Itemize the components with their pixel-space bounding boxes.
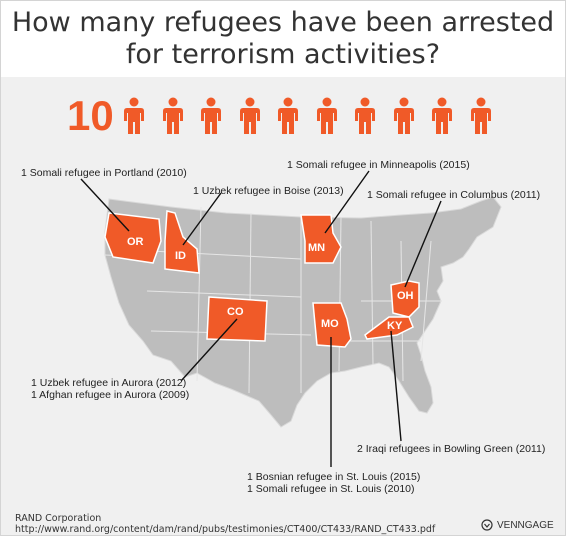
brand-name: VENNGAGE <box>497 519 554 531</box>
state-label-mo: MO <box>321 318 339 330</box>
person-icon <box>162 97 183 134</box>
person-icon <box>201 97 221 134</box>
annotation-st-louis-somali: 1 Somali refugee in St. Louis (2010) <box>247 483 415 495</box>
person-icon <box>470 97 491 134</box>
leader-line-portland <box>80 178 130 232</box>
title-banner: How many refugees have been arrested for… <box>1 1 565 77</box>
title-line-1: How many refugees have been arrested <box>11 7 555 38</box>
annotation-aurora-uzbek: 1 Uzbek refugee in Aurora (2012) <box>31 377 187 389</box>
source-name: RAND Corporation <box>15 513 102 524</box>
highlighted-states <box>104 210 420 348</box>
state-label-mn: MN <box>308 242 325 254</box>
leader-line-bowling-green <box>390 330 402 442</box>
leader-line-aurora <box>180 318 238 382</box>
leader-lines <box>80 170 442 467</box>
annotation-minneapolis: 1 Somali refugee in Minneapolis (2015) <box>287 159 470 171</box>
state-kentucky <box>364 316 414 340</box>
state-label-or: OR <box>127 236 144 248</box>
leader-line-minneapolis <box>324 170 370 234</box>
person-icon <box>393 97 414 134</box>
annotation-bowling-green: 2 Iraqi refugees in Bowling Green (2011) <box>357 443 546 455</box>
person-icon <box>355 97 375 134</box>
refugee-count: 10 <box>67 92 114 139</box>
usa-silhouette <box>104 196 502 428</box>
title-line-2: for terrorism activities? <box>125 39 441 70</box>
person-icon <box>432 97 452 134</box>
leader-line-boise <box>182 192 222 246</box>
state-minnesota <box>300 214 342 264</box>
venngage-brand: VENNGAGE <box>481 519 554 531</box>
annotation-aurora-afghan: 1 Afghan refugee in Aurora (2009) <box>31 389 190 401</box>
state-label-id: ID <box>175 250 186 262</box>
person-icon <box>278 97 298 134</box>
source-citation: RAND Corporation http://www.rand.org/con… <box>15 513 435 535</box>
state-label-oh: OH <box>397 290 414 302</box>
annotation-columbus: 1 Somali refugee in Columbus (2011) <box>367 189 541 201</box>
annotation-portland: 1 Somali refugee in Portland (2010) <box>21 167 187 179</box>
state-label-ky: KY <box>387 320 403 332</box>
person-icon <box>316 97 337 134</box>
person-icon <box>239 97 260 134</box>
state-ohio <box>390 280 420 318</box>
infographic-title: How many refugees have been arrested for… <box>1 7 565 71</box>
state-labels: OR ID MN CO MO OH KY <box>127 236 414 332</box>
state-missouri <box>312 302 352 348</box>
state-oregon <box>104 212 162 264</box>
annotation-st-louis-bosnian: 1 Bosnian refugee in St. Louis (2015) <box>247 471 421 483</box>
leader-line-columbus <box>404 200 442 288</box>
venngage-logo-icon <box>481 519 493 531</box>
source-url: http://www.rand.org/content/dam/rand/pub… <box>15 524 436 535</box>
state-idaho <box>164 210 200 274</box>
state-label-co: CO <box>227 306 244 318</box>
person-icon <box>124 97 144 134</box>
annotation-boise: 1 Uzbek refugee in Boise (2013) <box>193 185 344 197</box>
